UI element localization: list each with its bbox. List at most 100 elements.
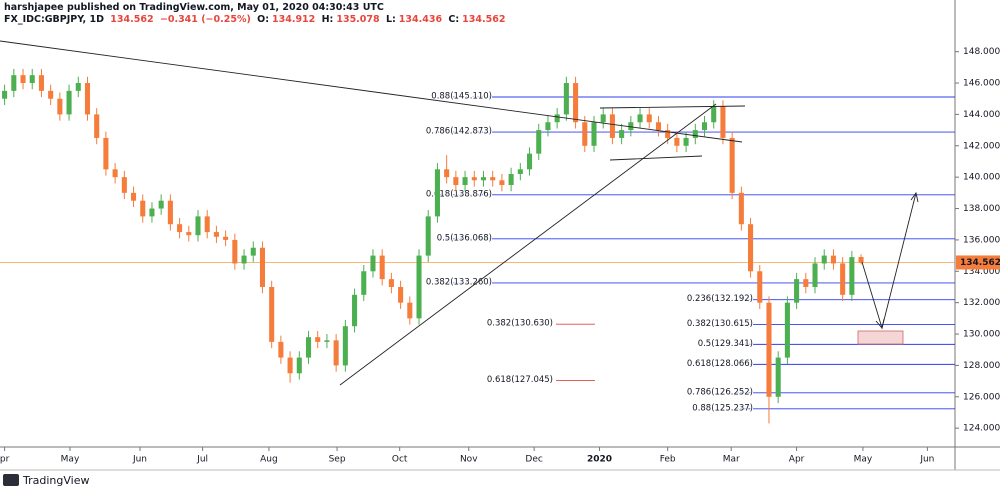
x-tick-label: May [854, 455, 873, 465]
candle-body [121, 177, 127, 193]
candle-body [775, 357, 781, 397]
candle-body [637, 114, 643, 123]
candle-body [757, 271, 763, 303]
candle-body [48, 90, 54, 99]
candle-body [784, 302, 790, 358]
candle-body [573, 83, 579, 123]
candle-body [471, 177, 477, 181]
candle-body [499, 180, 505, 186]
y-tick-label: 146.000 [963, 79, 1000, 89]
candle-body [646, 114, 652, 123]
price-label: 134.562 [960, 258, 1000, 268]
candle-body [278, 341, 284, 358]
candle-body [379, 255, 385, 280]
candle-body [858, 256, 864, 263]
ohlc-label: C: [448, 14, 460, 25]
low: 134.436 [398, 14, 443, 25]
x-tick-label: May [61, 455, 80, 465]
fib-label: 0.618(127.045) [487, 375, 553, 385]
candle-body [11, 75, 17, 91]
fib-label: 0.786(126.252) [687, 387, 753, 397]
y-tick-label: 138.000 [963, 204, 1000, 214]
logo-text: TradingView [22, 474, 89, 487]
candle-body [223, 236, 229, 240]
ohlc-label: O: [257, 14, 269, 25]
arrow-head [910, 191, 919, 203]
y-tick-label: 136.000 [963, 235, 1000, 245]
candle-body [517, 169, 523, 175]
candle-body [720, 106, 726, 138]
x-tick-label: Apr [789, 455, 805, 465]
candle-body [554, 114, 560, 123]
x-tick-label: Feb [660, 455, 676, 465]
candle-body [545, 122, 551, 131]
fib-label: 0.88(145.110) [431, 91, 492, 101]
publisher: harshjapee published on TradingView.com,… [4, 2, 384, 13]
candle-body [84, 83, 91, 115]
trend-line [339, 103, 717, 386]
candle-body [305, 337, 312, 358]
fib-label: 0.618(128.066) [687, 359, 753, 369]
candle-body [352, 294, 358, 327]
x-tick-label: Jul [196, 455, 208, 465]
candle-body [665, 130, 671, 138]
triangle-line [599, 105, 746, 109]
candle-body [794, 279, 800, 303]
candle-body [619, 130, 625, 138]
candle-body [490, 177, 496, 181]
candle-body [766, 302, 772, 397]
x-tick-label: Jun [919, 455, 934, 465]
fib-label: 0.382(130.615) [687, 319, 753, 329]
fib-label: 0.5(129.341) [698, 339, 753, 349]
candle-body [830, 255, 836, 264]
symbol-line: FX_IDC:GBPJPY, 1D 134.562 −0.341 (−0.25%… [4, 14, 508, 25]
marks: 124.000 126.000 128.000 130.000 132.000 134.0… [0, 47, 1000, 465]
fib-label: 0.618(138.876) [426, 189, 492, 199]
y-tick-label: 144.000 [963, 110, 1000, 120]
candle-body [149, 208, 155, 217]
candle-body [508, 174, 514, 186]
candle-body [812, 263, 818, 287]
candle-body [609, 114, 615, 138]
candle-body [361, 271, 367, 295]
candle-body [38, 75, 44, 91]
candle-body [821, 255, 827, 264]
candle-body [398, 286, 404, 303]
candle-body [738, 192, 744, 225]
y-tick-label: 142.000 [963, 141, 1000, 151]
candle-body [582, 122, 588, 146]
triangle-line [609, 155, 703, 161]
x-tick-label: Aug [260, 455, 278, 465]
y-tick-label: 140.000 [963, 173, 1000, 183]
candle-body [57, 98, 63, 115]
candle-body [416, 255, 422, 319]
candle-body [213, 232, 219, 237]
high: 135.078 [336, 14, 380, 25]
candle-body [462, 177, 468, 186]
publisher-line: harshjapee published on TradingView.com,… [4, 2, 387, 13]
candle-body [103, 137, 109, 170]
candle-body [250, 247, 256, 256]
candle-body [186, 232, 192, 236]
symbol: FX_IDC:GBPJPY, 1D [4, 14, 104, 25]
candle-body [241, 255, 247, 264]
candle-body [628, 122, 634, 131]
x-tick-label: Oct [392, 455, 408, 465]
y-tick-label: 128.000 [963, 361, 1000, 371]
candle-body [425, 216, 431, 256]
candle-body [131, 192, 137, 201]
logo-icon [3, 474, 19, 486]
candle-body [453, 177, 459, 186]
candle-body [66, 90, 72, 115]
open: 134.912 [272, 14, 316, 25]
candle-body [692, 130, 698, 138]
candle-body [75, 83, 81, 91]
candle-body [655, 122, 661, 131]
candle-body [287, 357, 293, 374]
y-tick-label: 148.000 [963, 47, 1000, 57]
candle-body [600, 114, 606, 123]
candle-body [94, 114, 100, 138]
price-label-bg [956, 255, 1000, 270]
candle-body [2, 90, 8, 99]
candle-body [563, 83, 569, 115]
